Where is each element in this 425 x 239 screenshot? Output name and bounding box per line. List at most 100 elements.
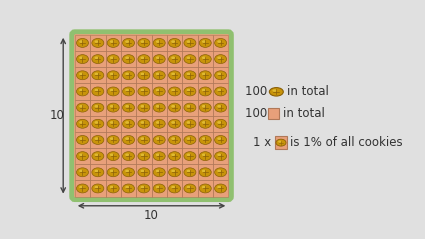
Ellipse shape	[138, 103, 150, 112]
Ellipse shape	[92, 152, 104, 161]
Text: 10: 10	[50, 109, 65, 122]
Ellipse shape	[171, 73, 175, 75]
Ellipse shape	[94, 105, 98, 108]
Bar	[75, 116, 90, 132]
Bar	[121, 164, 136, 180]
Text: in total: in total	[283, 107, 325, 120]
Bar	[198, 132, 213, 148]
Ellipse shape	[141, 73, 145, 75]
Ellipse shape	[199, 152, 211, 161]
Ellipse shape	[110, 153, 113, 156]
Ellipse shape	[110, 40, 113, 43]
Bar	[75, 83, 90, 99]
Bar	[167, 116, 182, 132]
Ellipse shape	[141, 121, 145, 124]
Text: is 1% of all cookies: is 1% of all cookies	[290, 136, 403, 149]
Ellipse shape	[202, 121, 206, 124]
Ellipse shape	[169, 38, 181, 47]
Bar	[152, 51, 167, 67]
Bar	[198, 67, 213, 83]
Ellipse shape	[187, 137, 190, 140]
Bar	[198, 116, 213, 132]
Ellipse shape	[76, 152, 88, 161]
Bar	[136, 164, 152, 180]
Bar	[105, 164, 121, 180]
Ellipse shape	[153, 103, 165, 112]
Ellipse shape	[122, 119, 135, 128]
Bar	[75, 164, 90, 180]
Bar	[136, 51, 152, 67]
Bar	[75, 148, 90, 164]
Bar	[152, 83, 167, 99]
Bar	[167, 180, 182, 196]
Ellipse shape	[217, 105, 221, 108]
Ellipse shape	[122, 152, 135, 161]
Bar	[105, 116, 121, 132]
Bar	[121, 116, 136, 132]
Ellipse shape	[171, 186, 175, 189]
Ellipse shape	[107, 87, 119, 96]
Ellipse shape	[122, 103, 135, 112]
Bar	[167, 164, 182, 180]
Ellipse shape	[215, 103, 227, 112]
Ellipse shape	[79, 56, 83, 59]
Ellipse shape	[153, 168, 165, 177]
Bar	[105, 83, 121, 99]
Ellipse shape	[110, 73, 113, 75]
Ellipse shape	[110, 137, 113, 140]
Ellipse shape	[110, 121, 113, 124]
Ellipse shape	[92, 87, 104, 96]
Ellipse shape	[184, 168, 196, 177]
Ellipse shape	[125, 105, 129, 108]
Ellipse shape	[125, 121, 129, 124]
Ellipse shape	[122, 87, 135, 96]
Ellipse shape	[94, 89, 98, 92]
Ellipse shape	[272, 89, 277, 92]
Bar	[152, 164, 167, 180]
Ellipse shape	[215, 136, 227, 144]
Ellipse shape	[94, 153, 98, 156]
Ellipse shape	[153, 152, 165, 161]
Ellipse shape	[141, 153, 145, 156]
Ellipse shape	[138, 136, 150, 144]
Bar	[182, 180, 198, 196]
Bar	[90, 51, 105, 67]
Ellipse shape	[187, 186, 190, 189]
Ellipse shape	[217, 186, 221, 189]
Bar	[75, 132, 90, 148]
Bar	[121, 180, 136, 196]
Bar	[167, 132, 182, 148]
Ellipse shape	[171, 89, 175, 92]
Ellipse shape	[94, 40, 98, 43]
Text: 100 x: 100 x	[245, 85, 278, 98]
Ellipse shape	[156, 56, 160, 59]
Ellipse shape	[153, 119, 165, 128]
Ellipse shape	[125, 56, 129, 59]
Ellipse shape	[171, 170, 175, 172]
Ellipse shape	[187, 89, 190, 92]
Ellipse shape	[156, 170, 160, 172]
Bar	[167, 35, 182, 51]
Ellipse shape	[199, 71, 211, 80]
Bar	[198, 51, 213, 67]
Bar	[136, 148, 152, 164]
Ellipse shape	[153, 136, 165, 144]
Ellipse shape	[92, 119, 104, 128]
Ellipse shape	[79, 186, 83, 189]
Ellipse shape	[94, 73, 98, 75]
Ellipse shape	[217, 89, 221, 92]
Ellipse shape	[169, 136, 181, 144]
Bar	[90, 148, 105, 164]
Bar	[105, 148, 121, 164]
Bar	[75, 67, 90, 83]
Ellipse shape	[202, 170, 206, 172]
Bar	[198, 83, 213, 99]
Ellipse shape	[107, 184, 119, 193]
Ellipse shape	[107, 152, 119, 161]
Ellipse shape	[141, 105, 145, 108]
Ellipse shape	[110, 170, 113, 172]
Ellipse shape	[79, 105, 83, 108]
Ellipse shape	[76, 87, 88, 96]
Bar	[75, 99, 90, 116]
Bar	[198, 35, 213, 51]
